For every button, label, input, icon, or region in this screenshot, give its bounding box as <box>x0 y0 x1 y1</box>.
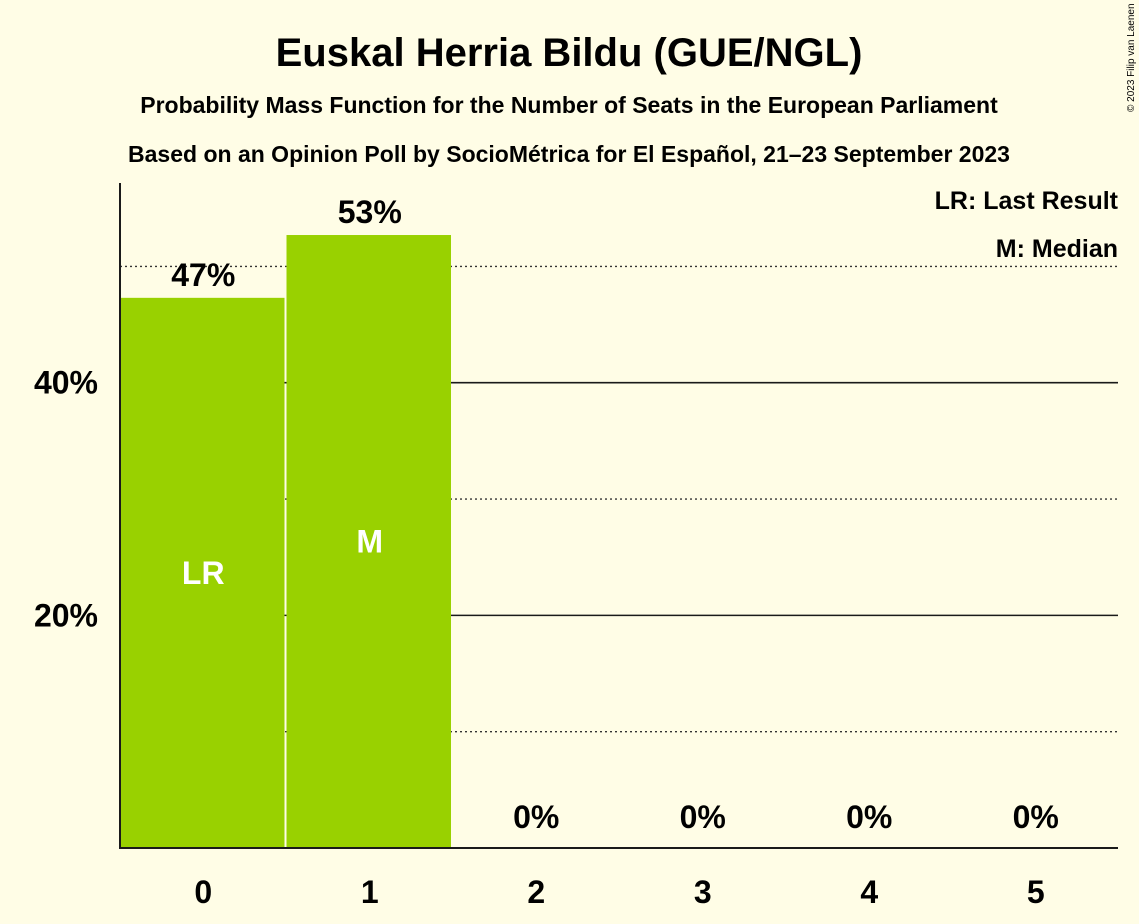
x-tick-label: 1 <box>361 874 379 910</box>
bar-1 <box>286 235 451 848</box>
x-tick-label: 3 <box>694 874 712 910</box>
legend-median: M: Median <box>996 235 1118 263</box>
value-label: 0% <box>513 799 559 835</box>
bar-0 <box>120 297 285 849</box>
value-label: 47% <box>171 257 235 293</box>
bar-marker-m: M <box>356 524 383 560</box>
chart-subtitle-source: Based on an Opinion Poll by SocioMétrica… <box>128 141 1010 167</box>
legend-last-result: LR: Last Result <box>935 187 1119 215</box>
value-label: 53% <box>338 194 402 230</box>
chart-subtitle: Probability Mass Function for the Number… <box>140 92 998 118</box>
bars <box>120 235 451 849</box>
y-tick-label: 40% <box>34 365 98 401</box>
y-tick-label: 20% <box>34 597 98 633</box>
value-label: 0% <box>680 799 726 835</box>
chart-title: Euskal Herria Bildu (GUE/NGL) <box>276 31 863 75</box>
bar-marker-lr: LR <box>182 555 225 591</box>
gridlines <box>120 265 1118 733</box>
value-label: 0% <box>846 799 892 835</box>
copyright-notice: © 2023 Filip van Laenen <box>1126 3 1137 112</box>
x-tick-label: 0 <box>194 874 212 910</box>
value-label: 0% <box>1013 799 1059 835</box>
value-labels: 47% LR 53% M 0% 0% 0% 0% <box>171 194 1059 835</box>
x-tick-label: 2 <box>527 874 545 910</box>
axes: 20% 40% 0 1 2 3 4 5 <box>34 183 1118 910</box>
x-tick-label: 4 <box>860 874 878 910</box>
x-tick-label: 5 <box>1027 874 1045 910</box>
